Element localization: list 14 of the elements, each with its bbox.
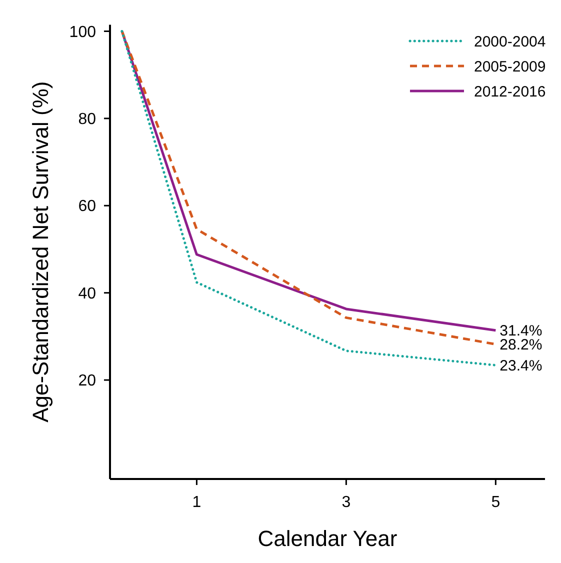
legend-label: 2000-2004 (474, 33, 546, 50)
x-tick-label: 5 (491, 494, 500, 511)
y-axis-title: Age-Standardized Net Survival (%) (28, 81, 53, 422)
x-tick-label: 3 (342, 494, 351, 511)
legend-label: 2005-2009 (474, 58, 546, 76)
x-tick-label: 1 (192, 494, 202, 511)
y-tick-label: 100 (69, 24, 96, 41)
y-tick-label: 80 (78, 111, 96, 128)
y-tick-label: 20 (78, 372, 96, 390)
legend-label: 2012-2016 (474, 83, 546, 100)
data-label: 23.4% (500, 357, 542, 374)
y-tick-label: 60 (78, 198, 96, 216)
x-axis-title: Calendar Year (258, 526, 398, 551)
y-tick-label: 40 (78, 285, 96, 302)
